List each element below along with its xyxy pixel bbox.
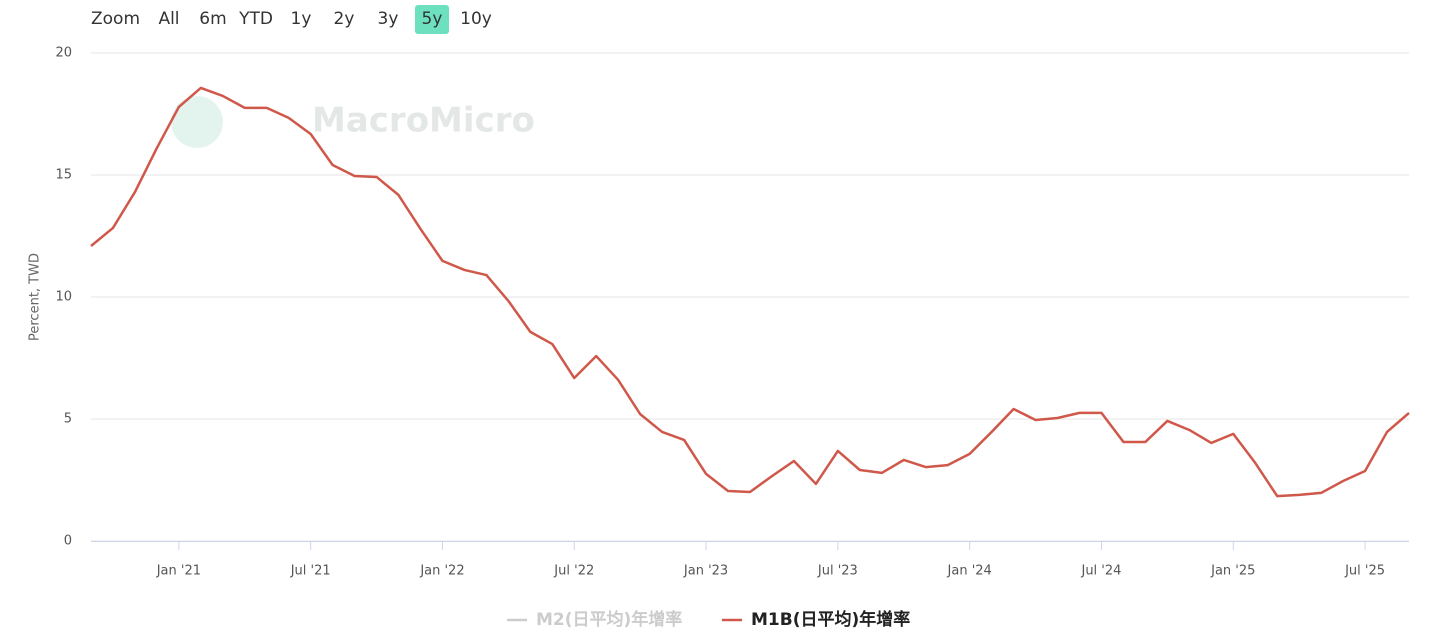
data-line: [90, 86, 1410, 498]
legend-item[interactable]: M1B(日平均)年增率: [722, 609, 910, 630]
x-tick-label: Jul '21: [290, 564, 331, 579]
range-button-label[interactable]: 5y: [422, 9, 443, 29]
x-tick-label: Jan '24: [947, 564, 992, 579]
range-button-label[interactable]: 3y: [378, 9, 399, 29]
legend-label: M2(日平均)年增率: [536, 609, 682, 630]
range-button-label[interactable]: 1y: [291, 9, 312, 29]
x-tick-label: Jan '22: [419, 564, 464, 579]
x-tick-label: Jul '25: [1344, 564, 1385, 579]
range-button[interactable]: [415, 5, 449, 34]
legend-item[interactable]: M2(日平均)年增率: [507, 609, 682, 630]
watermark-logo: [171, 96, 223, 148]
range-button-label[interactable]: 6m: [199, 9, 226, 29]
range-button-label[interactable]: All: [158, 9, 179, 29]
y-axis-label: Percent, TWD: [28, 253, 43, 341]
range-button-label[interactable]: 2y: [334, 9, 355, 29]
y-tick-label: 15: [55, 168, 72, 183]
x-tick-label: Jan '25: [1210, 564, 1255, 579]
y-tick-label: 20: [55, 46, 72, 61]
y-tick-label: 0: [64, 534, 72, 549]
x-tick-label: Jan '21: [156, 564, 201, 579]
x-tick-label: Jul '24: [1080, 564, 1121, 579]
x-tick-label: Jul '23: [817, 564, 858, 579]
x-tick-label: Jan '23: [683, 564, 728, 579]
y-tick-label: 5: [64, 412, 72, 427]
watermark: MacroMicro: [312, 101, 535, 141]
y-tick-label: 10: [55, 290, 72, 305]
zoom-label: Zoom: [91, 9, 140, 29]
range-button-label[interactable]: YTD: [238, 9, 273, 29]
legend-label: M1B(日平均)年增率: [751, 609, 910, 630]
range-button-label[interactable]: 10y: [460, 9, 492, 29]
x-tick-label: Jul '22: [553, 564, 594, 579]
